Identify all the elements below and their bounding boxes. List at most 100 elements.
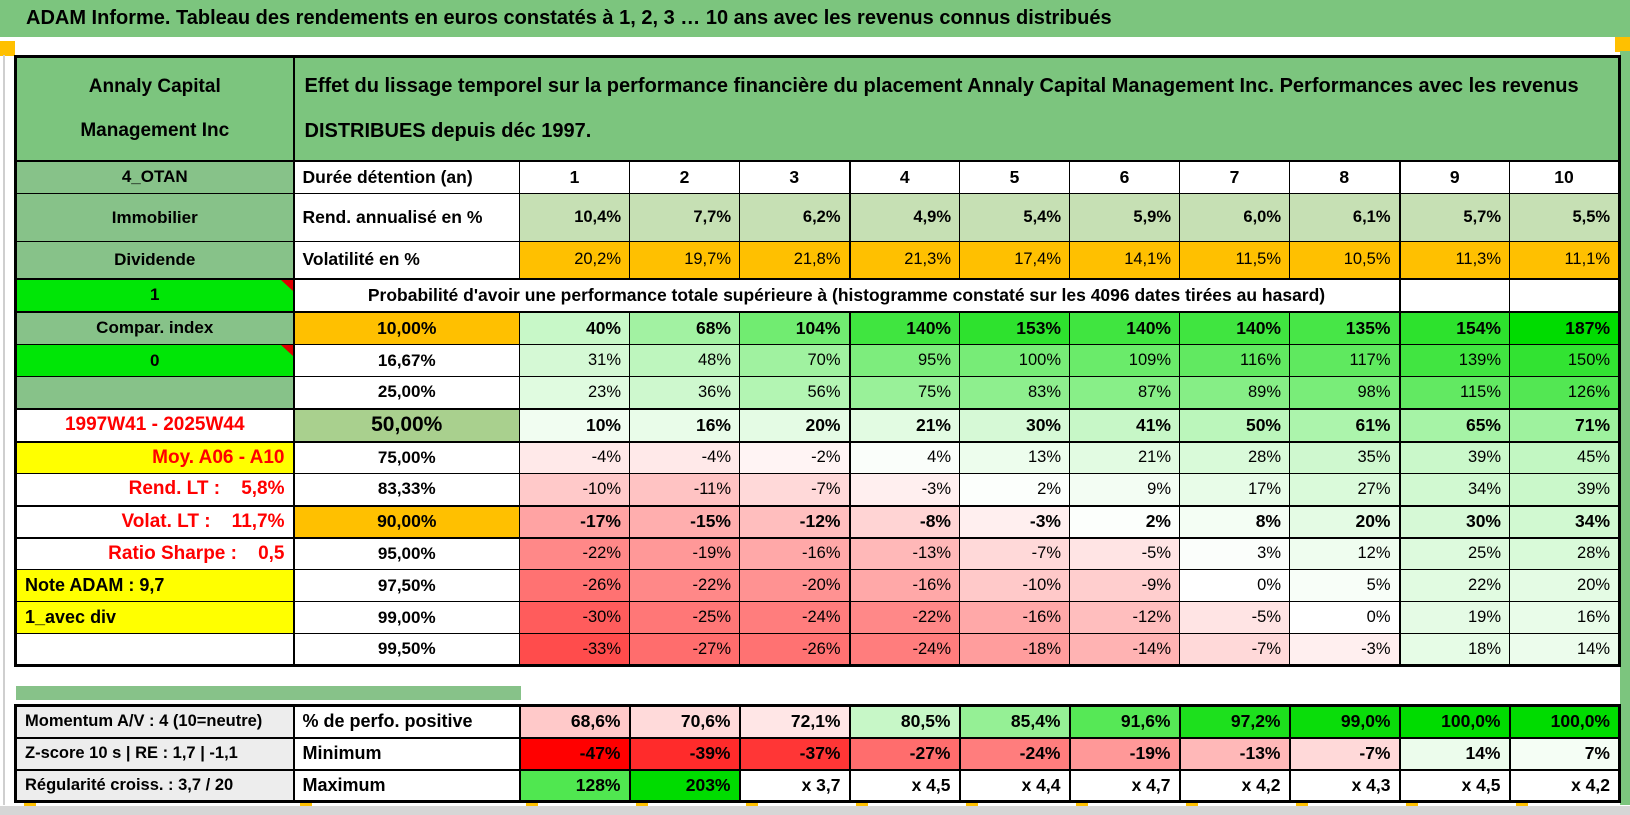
data-cell[interactable]: x 4,2 (1178, 768, 1291, 803)
data-cell[interactable]: 140% (1179, 311, 1290, 345)
row-label[interactable]: Moy. A06 - A10 (15, 441, 294, 474)
data-cell[interactable]: 31% (519, 344, 630, 377)
data-cell[interactable]: 5,9% (1069, 193, 1180, 242)
data-cell[interactable]: -33% (519, 633, 630, 666)
data-cell[interactable]: -19% (1068, 736, 1181, 771)
row-label[interactable]: Ratio Sharpe : 0,5 (15, 537, 294, 570)
row-label[interactable]: Volat. LT : 11,7% (15, 504, 294, 539)
row-label[interactable]: Rend. LT : 5,8% (15, 473, 294, 506)
data-cell[interactable]: 40% (519, 311, 630, 345)
data-cell[interactable]: 95% (848, 344, 960, 377)
data-cell[interactable]: 11,5% (1179, 241, 1290, 280)
data-cell[interactable]: 8 (1289, 160, 1400, 194)
data-cell[interactable]: 21% (848, 407, 960, 443)
data-cell[interactable]: -16% (848, 569, 960, 602)
data-cell[interactable]: 85,4% (958, 704, 1071, 739)
data-cell[interactable]: 14% (1508, 633, 1621, 666)
data-cell[interactable]: -19% (629, 537, 740, 570)
data-cell[interactable]: -7% (959, 537, 1070, 570)
data-cell[interactable]: 140% (848, 311, 960, 345)
metric-label[interactable]: % de perfo. positive (292, 704, 521, 739)
data-cell[interactable]: -11% (629, 473, 740, 506)
data-cell[interactable]: 4,9% (848, 193, 960, 242)
data-cell[interactable]: -22% (519, 537, 630, 570)
data-cell[interactable]: -20% (739, 569, 850, 602)
report-title[interactable]: ADAM Informe. Tableau des rendements en … (0, 0, 1630, 37)
data-cell[interactable]: 70,6% (628, 704, 741, 739)
data-cell[interactable]: 21,3% (848, 241, 960, 280)
data-cell[interactable]: -26% (519, 569, 630, 602)
data-cell[interactable]: -27% (848, 736, 961, 771)
data-cell[interactable]: x 3,7 (738, 768, 851, 803)
data-cell[interactable]: 20% (739, 407, 850, 443)
data-cell[interactable]: 17% (1179, 473, 1290, 506)
data-cell[interactable]: -30% (519, 601, 630, 634)
data-cell[interactable]: 115% (1398, 376, 1510, 409)
data-cell[interactable]: 8% (1179, 504, 1290, 539)
data-cell[interactable]: 98% (1289, 376, 1400, 409)
data-cell[interactable]: 22% (1398, 569, 1510, 602)
data-cell[interactable]: 28% (1508, 537, 1621, 570)
data-cell[interactable]: 11,3% (1398, 241, 1510, 280)
data-cell[interactable]: -3% (1289, 633, 1400, 666)
data-cell[interactable]: -24% (848, 633, 960, 666)
threshold-cell[interactable]: 10,00% (292, 311, 520, 345)
data-cell[interactable]: 7,7% (629, 193, 740, 242)
data-cell[interactable]: 72,1% (738, 704, 851, 739)
data-cell[interactable]: 6 (1069, 160, 1180, 194)
data-cell[interactable]: 28% (1179, 441, 1290, 474)
data-cell[interactable]: -13% (848, 537, 960, 570)
row-label[interactable]: 1997W41 - 2025W44 (15, 407, 294, 443)
data-cell[interactable]: 2 (629, 160, 740, 194)
empty-cell[interactable] (1398, 278, 1510, 313)
data-cell[interactable]: 45% (1508, 441, 1621, 474)
data-cell[interactable]: 9 (1398, 160, 1510, 194)
data-cell[interactable]: 20,2% (519, 241, 630, 280)
data-cell[interactable]: 50% (1179, 407, 1290, 443)
data-cell[interactable]: x 4,2 (1508, 768, 1621, 803)
data-cell[interactable]: 2% (1069, 504, 1180, 539)
data-cell[interactable]: x 4,3 (1288, 768, 1401, 803)
data-cell[interactable]: -7% (1179, 633, 1290, 666)
data-cell[interactable]: 153% (959, 311, 1070, 345)
data-cell[interactable]: 56% (739, 376, 850, 409)
data-cell[interactable]: -8% (848, 504, 960, 539)
data-cell[interactable]: -24% (958, 736, 1071, 771)
data-cell[interactable]: -4% (629, 441, 740, 474)
data-cell[interactable]: -15% (629, 504, 740, 539)
data-cell[interactable]: 83% (959, 376, 1070, 409)
row-label[interactable]: Compar. index (15, 311, 294, 345)
data-cell[interactable]: 187% (1508, 311, 1621, 345)
data-cell[interactable]: 10% (519, 407, 630, 443)
empty-cell[interactable] (1508, 278, 1621, 313)
threshold-cell[interactable]: Volatilité en % (292, 241, 520, 280)
threshold-cell[interactable]: 99,00% (292, 601, 520, 634)
threshold-cell[interactable]: Rend. annualisé en % (292, 193, 520, 242)
data-cell[interactable]: 104% (739, 311, 850, 345)
data-cell[interactable]: -18% (959, 633, 1070, 666)
threshold-cell[interactable]: 99,50% (292, 633, 520, 666)
data-cell[interactable]: 6,1% (1289, 193, 1400, 242)
data-cell[interactable]: 21,8% (739, 241, 850, 280)
data-cell[interactable]: 0% (1289, 601, 1400, 634)
data-cell[interactable]: 36% (629, 376, 740, 409)
data-cell[interactable]: -47% (518, 736, 631, 771)
threshold-cell[interactable]: 83,33% (292, 473, 520, 506)
data-cell[interactable]: 3 (739, 160, 850, 194)
data-cell[interactable]: -12% (739, 504, 850, 539)
data-cell[interactable]: -26% (739, 633, 850, 666)
threshold-cell[interactable]: 50,00% (292, 407, 520, 443)
data-cell[interactable]: -3% (848, 473, 960, 506)
data-cell[interactable]: -12% (1069, 601, 1180, 634)
data-cell[interactable]: -13% (1178, 736, 1291, 771)
data-cell[interactable]: 48% (629, 344, 740, 377)
data-cell[interactable]: 139% (1398, 344, 1510, 377)
row-label[interactable]: Immobilier (15, 193, 294, 242)
data-cell[interactable]: -10% (959, 569, 1070, 602)
data-cell[interactable]: 10,4% (519, 193, 630, 242)
data-cell[interactable]: 5,4% (959, 193, 1070, 242)
data-cell[interactable]: 1 (519, 160, 630, 194)
data-cell[interactable]: -4% (519, 441, 630, 474)
data-cell[interactable]: 5% (1289, 569, 1400, 602)
data-cell[interactable]: 14% (1398, 736, 1511, 771)
